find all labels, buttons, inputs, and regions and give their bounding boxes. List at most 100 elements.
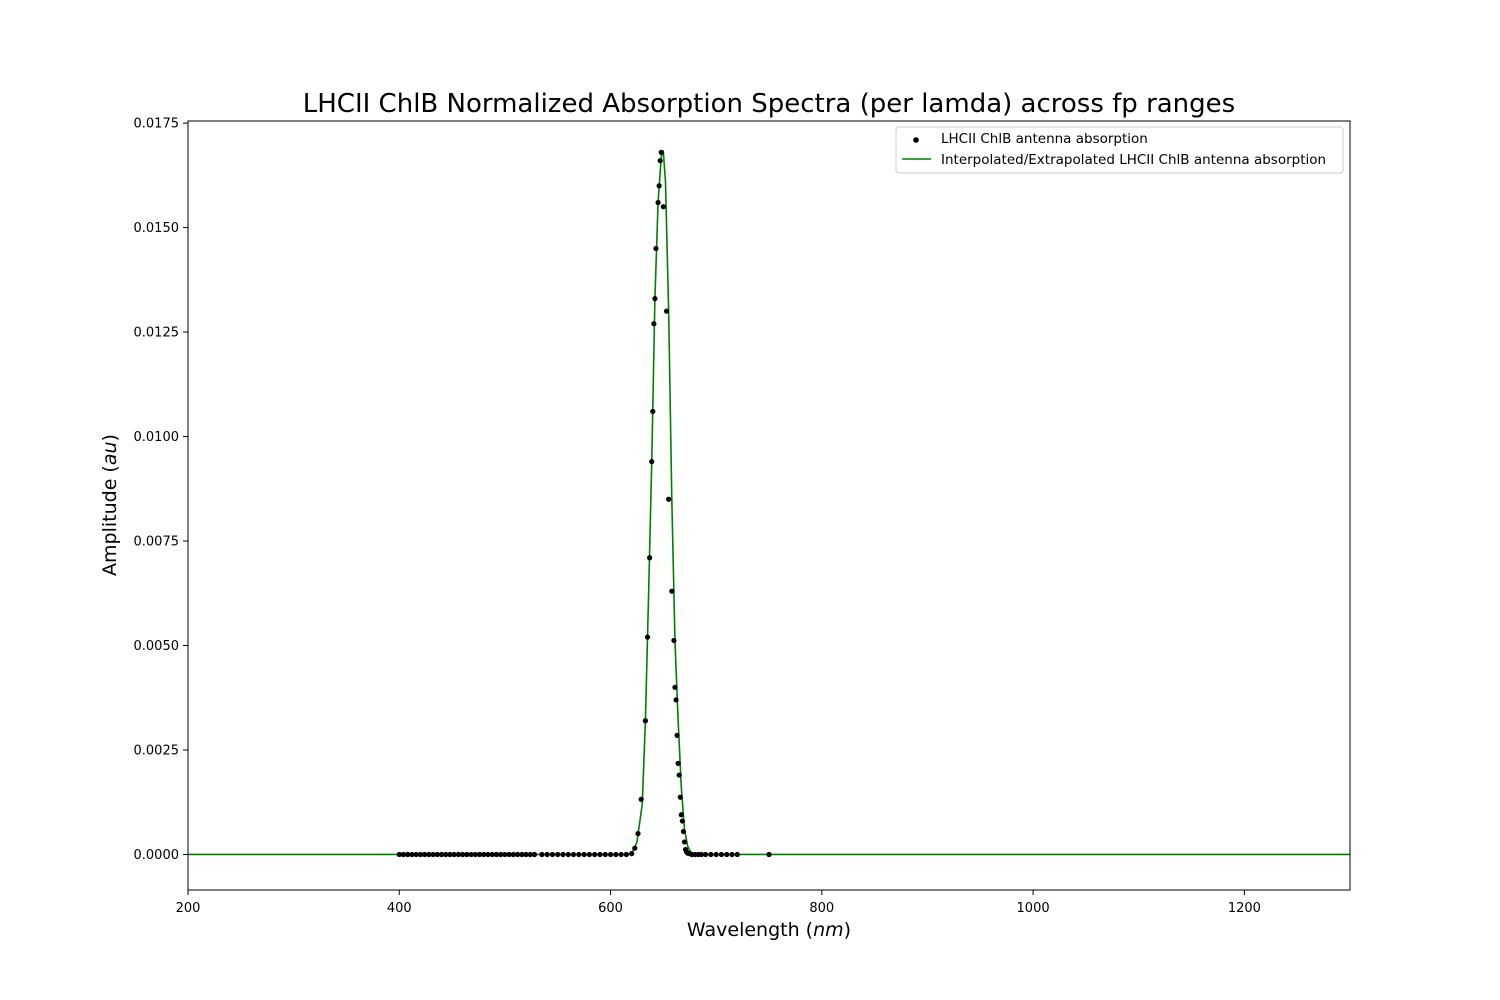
legend: LHCII ChlB antenna absorption Interpolat… bbox=[895, 126, 1344, 174]
data-point bbox=[718, 851, 725, 858]
data-point bbox=[413, 851, 419, 858]
y-axis-label: Amplitude (au) bbox=[99, 434, 121, 576]
data-point bbox=[438, 851, 445, 858]
data-point bbox=[485, 851, 491, 858]
data-point bbox=[708, 851, 714, 858]
data-point bbox=[531, 851, 538, 858]
y-tick-label: 0.0050 bbox=[134, 639, 180, 654]
data-point bbox=[681, 839, 688, 845]
data-point bbox=[675, 760, 681, 766]
data-point bbox=[468, 851, 474, 858]
plot-area bbox=[188, 149, 1350, 858]
data-point bbox=[703, 851, 709, 858]
x-tick-label: 1200 bbox=[1228, 901, 1261, 916]
data-point bbox=[663, 308, 670, 314]
data-point bbox=[592, 851, 598, 858]
data-point bbox=[476, 851, 483, 858]
data-point bbox=[502, 851, 508, 858]
data-point bbox=[597, 851, 603, 858]
data-point bbox=[570, 851, 577, 858]
y-tick-label: 0.0000 bbox=[134, 848, 180, 863]
data-point bbox=[649, 459, 655, 465]
y-tick-label: 0.0150 bbox=[134, 221, 180, 236]
y-tick-label: 0.0175 bbox=[134, 117, 180, 132]
data-point bbox=[656, 183, 662, 189]
data-point bbox=[673, 697, 679, 703]
x-tick-label: 200 bbox=[176, 901, 201, 916]
data-point bbox=[434, 851, 440, 858]
data-point bbox=[523, 851, 529, 858]
data-point bbox=[638, 796, 644, 802]
data-point bbox=[549, 851, 556, 858]
data-point bbox=[713, 851, 719, 858]
data-point bbox=[493, 851, 500, 858]
data-point bbox=[669, 588, 675, 594]
data-point bbox=[455, 851, 462, 858]
data-point bbox=[417, 851, 423, 858]
data-point bbox=[672, 684, 678, 690]
chart-title: LHCII ChlB Normalized Absorption Spectra… bbox=[303, 89, 1235, 119]
data-point bbox=[618, 851, 624, 858]
data-point bbox=[678, 812, 684, 818]
data-point bbox=[613, 851, 619, 858]
data-point bbox=[426, 851, 432, 858]
data-point bbox=[607, 851, 614, 858]
data-point bbox=[447, 851, 453, 858]
legend-box bbox=[895, 126, 1344, 174]
data-point bbox=[451, 851, 457, 858]
data-point bbox=[514, 851, 521, 858]
data-point bbox=[729, 851, 735, 858]
data-point bbox=[405, 851, 411, 858]
x-tick-label: 600 bbox=[598, 901, 623, 916]
y-tick-label: 0.0100 bbox=[134, 430, 180, 445]
data-point bbox=[674, 732, 680, 738]
y-axis: 0.0000 0.0025 0.0050 0.0075 0.0100 0.0125 0.01… bbox=[134, 117, 188, 863]
series-line bbox=[188, 149, 1350, 856]
data-point bbox=[724, 851, 730, 858]
data-point bbox=[647, 555, 653, 561]
data-point bbox=[642, 718, 649, 724]
data-point bbox=[472, 851, 478, 858]
data-point bbox=[658, 149, 664, 155]
data-point bbox=[555, 851, 561, 858]
data-point bbox=[635, 830, 641, 837]
x-tick-label: 800 bbox=[809, 901, 834, 916]
data-point bbox=[519, 851, 525, 858]
data-point bbox=[666, 496, 672, 502]
data-point bbox=[576, 851, 582, 858]
data-point bbox=[400, 851, 407, 858]
x-tick-label: 400 bbox=[387, 901, 412, 916]
data-point bbox=[422, 851, 428, 858]
data-point bbox=[510, 851, 516, 858]
data-point bbox=[460, 851, 466, 858]
x-axis: 200 400 600 800 1000 1200 bbox=[176, 890, 1261, 916]
data-point bbox=[632, 845, 638, 851]
data-point bbox=[489, 851, 495, 858]
data-point bbox=[671, 637, 677, 644]
data-point bbox=[698, 851, 704, 858]
data-point bbox=[396, 851, 402, 858]
data-point bbox=[539, 851, 545, 858]
data-point bbox=[464, 851, 470, 858]
data-point bbox=[657, 158, 663, 164]
data-point bbox=[629, 851, 635, 857]
data-point bbox=[652, 296, 658, 302]
y-tick-label: 0.0025 bbox=[134, 743, 180, 758]
data-point bbox=[506, 851, 512, 858]
data-point bbox=[527, 851, 533, 858]
data-point bbox=[581, 851, 587, 858]
x-tick-label: 1000 bbox=[1017, 901, 1050, 916]
legend-marker-scatter bbox=[913, 137, 919, 143]
y-tick-label: 0.0075 bbox=[134, 535, 180, 550]
data-point bbox=[650, 408, 656, 415]
data-point bbox=[498, 851, 504, 858]
data-point bbox=[655, 199, 661, 206]
data-point bbox=[602, 851, 608, 858]
data-point bbox=[734, 851, 740, 858]
data-point bbox=[481, 851, 487, 858]
data-point bbox=[676, 772, 682, 778]
data-point bbox=[623, 851, 629, 858]
x-axis-label: Wavelength (nm) bbox=[687, 919, 851, 941]
data-point bbox=[653, 245, 659, 252]
